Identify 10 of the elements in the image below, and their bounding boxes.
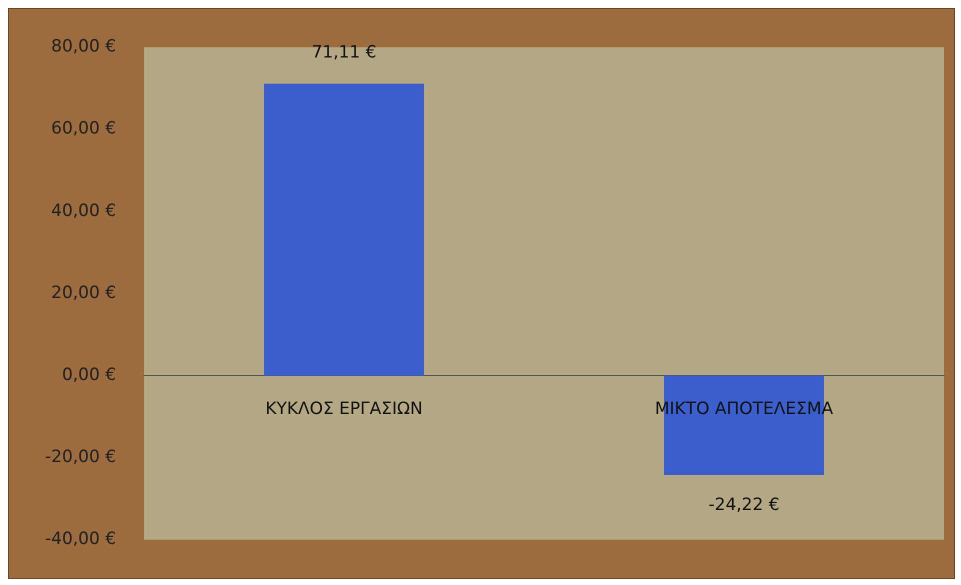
y-tick-label: 80,00 €	[51, 36, 116, 57]
y-tick-label: -40,00 €	[44, 529, 116, 550]
data-label: -24,22 €	[708, 494, 780, 515]
y-tick-label: 0,00 €	[62, 365, 116, 386]
data-label: 71,11 €	[312, 42, 376, 63]
x-tick-label: ΚΥΚΛΟΣ ΕΡΓΑΣΙΩΝ	[265, 399, 423, 420]
y-tick-label: 60,00 €	[51, 118, 116, 139]
y-tick-label: -20,00 €	[44, 447, 116, 468]
y-tick-label: 40,00 €	[51, 200, 116, 221]
y-tick-label: 20,00 €	[51, 282, 116, 303]
